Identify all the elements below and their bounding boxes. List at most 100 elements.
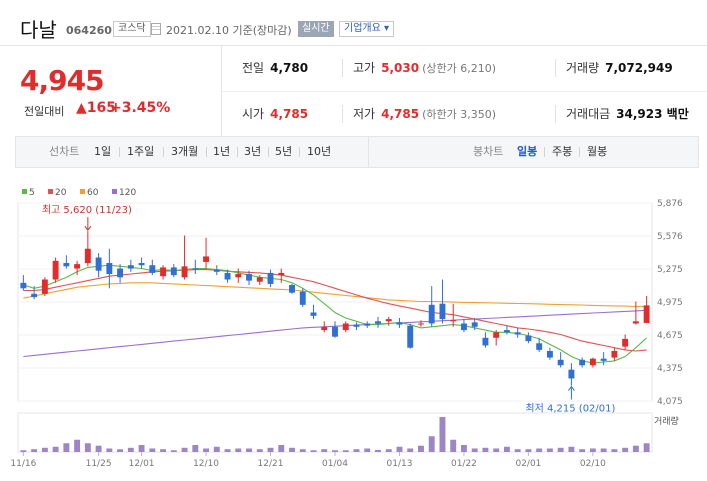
- candle-body: [170, 267, 177, 276]
- high-annotation: 최고 5,620 (11/23): [42, 204, 132, 216]
- price-summary: 4,945 전일대비 ▲165 +3.45%: [0, 46, 222, 136]
- realtime-button[interactable]: 실시간: [298, 21, 334, 37]
- x-tick-label: 11/25: [86, 459, 112, 469]
- volume-bar: [170, 450, 177, 452]
- candle-body: [267, 272, 274, 284]
- volume-bar: [600, 448, 607, 452]
- candle-body: [471, 322, 478, 327]
- tab-3m[interactable]: 3개월: [171, 145, 199, 158]
- volume-bar: [342, 450, 349, 452]
- candle-body: [278, 272, 285, 276]
- low-annotation: 최저 4,215 (02/01): [525, 403, 615, 415]
- tab-5y[interactable]: 5년: [275, 145, 293, 158]
- candle-body: [385, 319, 392, 322]
- candle-body: [224, 272, 231, 280]
- chart-svg: 5 20 60 120 5,876 5,576 5,275 4,975 4,675 4,375 4,…: [10, 188, 683, 469]
- candle-body: [407, 325, 414, 348]
- candle-body: [63, 263, 70, 267]
- tab-3y[interactable]: 3년: [244, 145, 262, 158]
- chart-tabs: 선차트 1일 1주일 3개월 1년 3년 5년 10년 봉차트 일봉 주봉 월봉: [15, 136, 699, 168]
- candle-body: [632, 321, 639, 324]
- candle-body: [589, 358, 596, 366]
- y-tick-label: 4,075: [657, 397, 683, 407]
- candle-body: [192, 268, 199, 270]
- ma-line-ma5: [23, 264, 647, 364]
- y-tick-label: 5,576: [657, 232, 683, 242]
- candle-body: [375, 321, 381, 324]
- candle-body: [74, 264, 81, 269]
- candle-body: [127, 265, 134, 269]
- volume-bar: [181, 447, 188, 452]
- volume-bar: [267, 447, 274, 452]
- candle-body: [503, 330, 510, 333]
- candle-body: [213, 269, 220, 272]
- candle-body: [611, 350, 618, 358]
- line-chart-label: 선차트: [49, 145, 80, 158]
- stock-code: 064260: [66, 24, 112, 37]
- x-tick-label: 12/01: [129, 459, 155, 469]
- tab-1y[interactable]: 1년: [213, 145, 231, 158]
- volume-bar: [138, 445, 145, 452]
- volume-bar: [84, 443, 91, 452]
- volume-bar: [460, 445, 467, 452]
- volume-bar: [321, 449, 328, 452]
- volume-bar: [471, 448, 478, 452]
- open-price: 시가 4,785: [242, 107, 309, 121]
- volume-bar: [557, 447, 564, 452]
- legend-label: 5: [29, 188, 35, 198]
- tab-monthly[interactable]: 월봉: [587, 145, 608, 158]
- candle-body: [622, 338, 629, 347]
- stats-row: 시가 4,785 저가 4,785 (하한가 3,350) 거래대금 34,923 백만: [222, 91, 707, 136]
- x-tick-label: 02/01: [515, 459, 541, 469]
- candle-body: [84, 248, 91, 264]
- volume-bar: [160, 449, 167, 452]
- candle-body: [460, 323, 467, 331]
- volume-bar: [536, 448, 543, 452]
- stock-header: 다날 064260 코스닥 2021.02.10 기준(장마감) 실시간 기업개…: [0, 0, 707, 46]
- volume-bar: [439, 417, 446, 452]
- low-price: 저가 4,785 (하한가 3,350): [353, 107, 496, 121]
- tab-weekly[interactable]: 주봉: [552, 145, 573, 158]
- y-tick-label: 4,675: [657, 331, 683, 341]
- volume-bar: [95, 445, 102, 452]
- candle-body: [256, 277, 263, 282]
- tab-1w[interactable]: 1주일: [127, 145, 155, 158]
- volume-bar: [364, 448, 371, 452]
- tab-1d[interactable]: 1일: [94, 145, 112, 158]
- volume-bar: [63, 443, 70, 452]
- volume-bar: [235, 448, 242, 452]
- volume-bar: [579, 449, 586, 452]
- tab-daily[interactable]: 일봉: [517, 145, 538, 158]
- trade-value: 거래대금 34,923 백만: [566, 107, 689, 121]
- x-tick-label: 02/10: [580, 459, 606, 469]
- x-tick-label: 12/21: [258, 459, 284, 469]
- volume-bar: [41, 447, 48, 452]
- volume-bar: [299, 449, 306, 452]
- candle-body: [149, 265, 156, 273]
- stats-table: 전일 4,780 고가 5,030 (상한가 6,210) 거래량 7,072,949 …: [222, 46, 707, 136]
- x-tick-label: 12/10: [193, 459, 219, 469]
- candle-body: [342, 323, 349, 331]
- stats-row: 전일 4,780 고가 5,030 (상한가 6,210) 거래량 7,072,949: [222, 46, 707, 91]
- tab-10y[interactable]: 10년: [307, 145, 332, 158]
- candle-body: [332, 326, 338, 337]
- candle-body: [310, 312, 317, 316]
- volume-bar: [375, 449, 381, 452]
- candle-body: [181, 266, 188, 278]
- volume-bar: [611, 449, 618, 452]
- candle-body: [235, 274, 242, 278]
- ma-line-ma20: [23, 269, 647, 352]
- volume-bar: [127, 447, 134, 452]
- candle-body: [353, 324, 360, 327]
- y-tick-label: 5,275: [657, 265, 683, 275]
- high-arrowhead: [84, 225, 92, 231]
- company-overview-dropdown[interactable]: 기업개요 ▾: [339, 21, 394, 37]
- volume-bar: [503, 446, 510, 452]
- legend-swatch: [80, 189, 85, 194]
- volume-bar: [450, 439, 457, 452]
- candle-body: [289, 285, 295, 293]
- current-price: 4,945: [20, 64, 105, 97]
- candle-body: [428, 304, 435, 324]
- candle-chart-label: 봉차트: [473, 145, 504, 158]
- volume-bar: [396, 446, 403, 452]
